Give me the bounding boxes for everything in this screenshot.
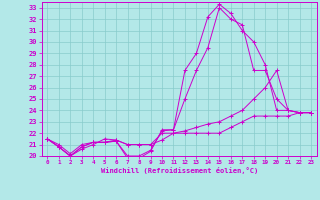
X-axis label: Windchill (Refroidissement éolien,°C): Windchill (Refroidissement éolien,°C) <box>100 167 258 174</box>
